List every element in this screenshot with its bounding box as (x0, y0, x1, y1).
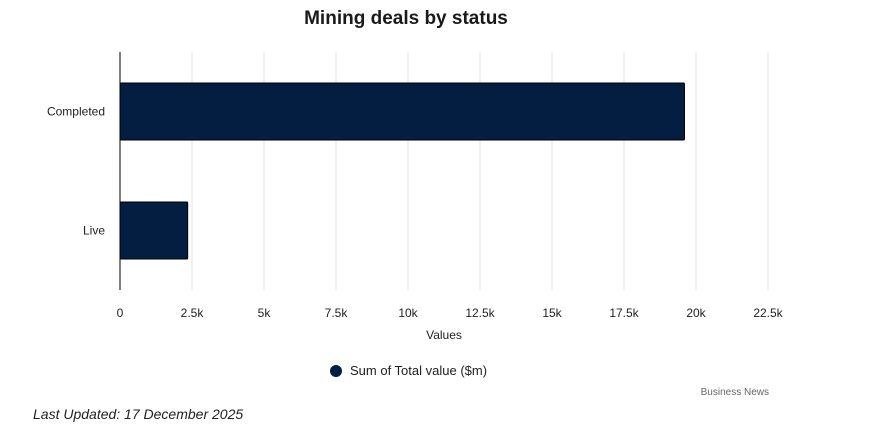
x-tick-label: 7.5k (325, 306, 349, 320)
x-tick-label: 0 (117, 306, 124, 320)
legend[interactable]: Sum of Total value ($m) (330, 363, 487, 378)
x-tick-label: 17.5k (609, 306, 639, 320)
x-tick-label: 15k (542, 306, 562, 320)
x-tick-label: 5k (258, 306, 272, 320)
x-tick-label: 10k (398, 306, 418, 320)
source-credit: Business News (700, 387, 769, 398)
x-tick-label: 2.5k (181, 306, 205, 320)
bar (119, 201, 189, 260)
legend-label: Sum of Total value ($m) (350, 363, 488, 378)
bars (119, 82, 685, 260)
x-tick-label: 20k (686, 306, 706, 320)
bar (119, 82, 685, 141)
chart-title: Mining deals by status (304, 8, 508, 29)
legend-swatch (330, 364, 342, 377)
x-axis-title: Values (426, 328, 462, 342)
x-tick-label: 22.5k (753, 306, 783, 320)
axes: 0 2.5k 5k 7.5k 10k 12.5k 15k 17.5k 20k 22.5k Compl… (47, 52, 784, 320)
y-category-label: Live (83, 224, 105, 238)
last-updated-note: Last Updated: 17 December 2025 (33, 406, 244, 422)
y-category-label: Completed (47, 105, 105, 119)
x-tick-label: 12.5k (465, 306, 495, 320)
